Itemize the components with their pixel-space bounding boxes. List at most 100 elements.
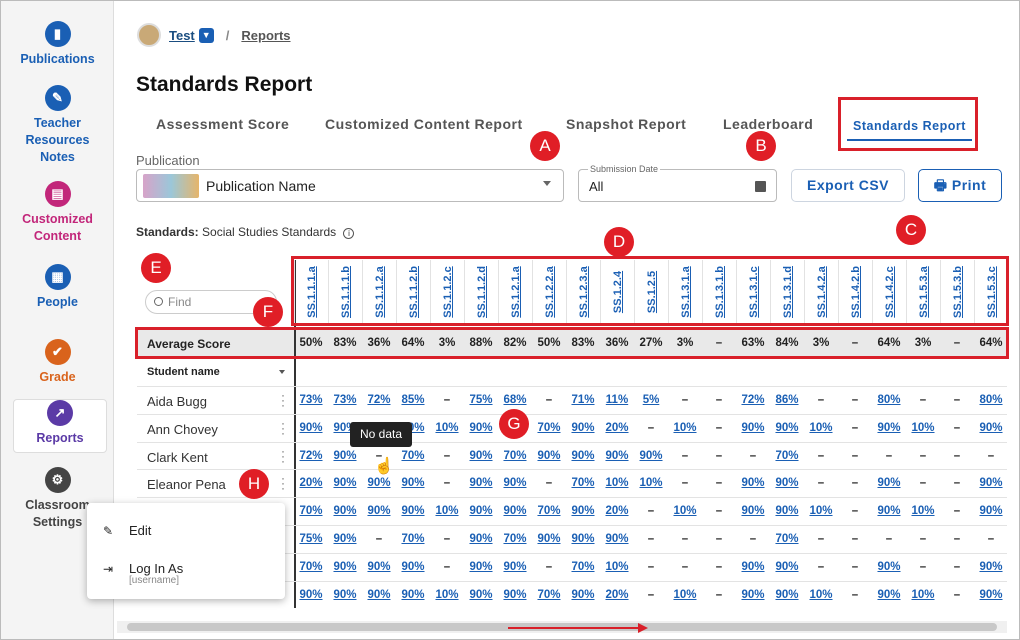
score-link[interactable]: 90% bbox=[537, 449, 561, 462]
score-link[interactable]: 90% bbox=[571, 421, 595, 434]
sidebar-item-customized[interactable]: ▤ Customized Content bbox=[1, 181, 114, 245]
score-link[interactable]: 70% bbox=[503, 533, 527, 545]
score-link[interactable]: 90% bbox=[775, 505, 799, 518]
score-link[interactable]: 10% bbox=[673, 505, 697, 518]
score-link[interactable]: 90% bbox=[775, 588, 799, 601]
score-link[interactable]: 90% bbox=[741, 560, 765, 573]
score-link[interactable]: 90% bbox=[503, 477, 527, 490]
score-link[interactable]: 70% bbox=[537, 588, 561, 601]
score-link[interactable]: 90% bbox=[979, 477, 1003, 490]
score-link[interactable]: 80% bbox=[979, 394, 1003, 406]
sidebar-item-grade[interactable]: ✔ Grade bbox=[1, 339, 114, 386]
score-link[interactable]: 90% bbox=[877, 588, 901, 601]
score-link[interactable]: 10% bbox=[911, 421, 935, 434]
score-link[interactable]: 90% bbox=[333, 449, 357, 462]
avatar[interactable] bbox=[137, 23, 161, 47]
score-link[interactable]: 90% bbox=[401, 477, 425, 490]
kebab-menu-icon[interactable]: · · · bbox=[281, 415, 285, 440]
score-link[interactable]: 90% bbox=[367, 560, 391, 573]
score-link[interactable]: 90% bbox=[571, 449, 595, 462]
score-link[interactable]: 70% bbox=[571, 477, 595, 490]
kebab-menu-icon[interactable]: · · · bbox=[281, 388, 285, 412]
score-link[interactable]: 71% bbox=[571, 394, 595, 406]
standard-column-header[interactable]: SS.1.1.1.a bbox=[294, 260, 328, 326]
score-link[interactable]: 10% bbox=[639, 477, 663, 490]
score-link[interactable]: 90% bbox=[979, 505, 1003, 518]
score-link[interactable]: 10% bbox=[911, 588, 935, 601]
score-link[interactable]: 90% bbox=[775, 421, 799, 434]
submission-date-field[interactable]: Submission Date All bbox=[578, 164, 777, 202]
sidebar-item-teacher[interactable]: ✎ Teacher Resources Notes bbox=[1, 85, 114, 166]
score-link[interactable]: 70% bbox=[503, 449, 527, 462]
kebab-menu-icon[interactable]: · · · bbox=[281, 471, 285, 496]
score-link[interactable]: 80% bbox=[877, 394, 901, 406]
score-link[interactable]: 70% bbox=[299, 560, 323, 573]
score-link[interactable]: 90% bbox=[299, 421, 323, 434]
score-link[interactable]: 90% bbox=[877, 560, 901, 573]
score-link[interactable]: 70% bbox=[571, 560, 595, 573]
standard-column-header[interactable]: SS.1.5.3.b bbox=[940, 260, 974, 326]
tab-leaderboard[interactable]: Leaderboard bbox=[723, 116, 814, 132]
score-link[interactable]: 90% bbox=[469, 533, 493, 545]
score-link[interactable]: 86% bbox=[775, 394, 799, 406]
score-link[interactable]: 72% bbox=[367, 394, 391, 406]
score-link[interactable]: 70% bbox=[299, 505, 323, 518]
sidebar-item-people[interactable]: ▦ People bbox=[1, 264, 114, 311]
score-link[interactable]: 20% bbox=[605, 421, 629, 434]
sidebar-item-classroom[interactable]: ⚙ Classroom Settings bbox=[1, 467, 114, 531]
score-link[interactable]: 90% bbox=[741, 588, 765, 601]
score-link[interactable]: 10% bbox=[673, 588, 697, 601]
score-link[interactable]: 90% bbox=[503, 560, 527, 573]
export-csv-button[interactable]: Export CSV bbox=[791, 169, 905, 202]
score-link[interactable]: 10% bbox=[605, 560, 629, 573]
score-link[interactable]: 90% bbox=[979, 421, 1003, 434]
standard-column-header[interactable]: SS.1.1.2.d bbox=[464, 260, 498, 326]
score-link[interactable]: 70% bbox=[537, 421, 561, 434]
sidebar-item-publications[interactable]: ▮ Publications bbox=[1, 21, 114, 68]
kebab-menu-icon[interactable]: · · · bbox=[281, 443, 285, 468]
score-link[interactable]: 75% bbox=[299, 533, 323, 545]
score-link[interactable]: 70% bbox=[775, 449, 799, 462]
score-link[interactable]: 10% bbox=[605, 477, 629, 490]
standard-column-header[interactable]: SS.1.3.1.a bbox=[668, 260, 702, 326]
score-link[interactable]: 90% bbox=[877, 421, 901, 434]
score-link[interactable]: 5% bbox=[642, 394, 660, 406]
standard-column-header[interactable]: SS.1.1.2.b bbox=[396, 260, 430, 326]
score-link[interactable]: 72% bbox=[299, 449, 323, 462]
score-link[interactable]: 20% bbox=[605, 588, 629, 601]
score-link[interactable]: 90% bbox=[469, 449, 493, 462]
score-link[interactable]: 90% bbox=[537, 533, 561, 545]
score-link[interactable]: 90% bbox=[469, 588, 493, 601]
breadcrumb-classroom-link[interactable]: Test bbox=[169, 27, 195, 43]
score-link[interactable]: 90% bbox=[741, 477, 765, 490]
score-link[interactable]: 90% bbox=[469, 477, 493, 490]
score-link[interactable]: 90% bbox=[469, 421, 493, 434]
publication-select[interactable]: Publication Name bbox=[136, 169, 564, 202]
score-link[interactable]: 90% bbox=[469, 505, 493, 518]
score-link[interactable]: 90% bbox=[333, 505, 357, 518]
standard-column-header[interactable]: SS.1.5.3.a bbox=[906, 260, 940, 326]
standard-column-header[interactable]: SS.1.2.1.a bbox=[498, 260, 532, 326]
standard-column-header[interactable]: SS.1.4.2.a bbox=[804, 260, 838, 326]
tab-snapshot-report[interactable]: Snapshot Report bbox=[566, 116, 687, 132]
score-link[interactable]: 90% bbox=[401, 505, 425, 518]
score-link[interactable]: 90% bbox=[367, 477, 391, 490]
score-link[interactable]: 90% bbox=[503, 505, 527, 518]
score-link[interactable]: 10% bbox=[911, 505, 935, 518]
standard-column-header[interactable]: SS.1.1.2.a bbox=[362, 260, 396, 326]
standard-column-header[interactable]: SS.1.4.2.b bbox=[838, 260, 872, 326]
score-link[interactable]: 70% bbox=[537, 505, 561, 518]
score-link[interactable]: 10% bbox=[673, 421, 697, 434]
standard-column-header[interactable]: SS.1.3.1.c bbox=[736, 260, 770, 326]
score-link[interactable]: 90% bbox=[741, 421, 765, 434]
score-link[interactable]: 90% bbox=[775, 560, 799, 573]
breadcrumb-current[interactable]: Reports bbox=[241, 27, 291, 43]
score-link[interactable]: 73% bbox=[333, 394, 357, 406]
score-link[interactable]: 90% bbox=[401, 588, 425, 601]
standard-column-header[interactable]: SS.1.2.5 bbox=[634, 260, 668, 326]
score-link[interactable]: 10% bbox=[809, 421, 833, 434]
score-link[interactable]: 90% bbox=[979, 588, 1003, 601]
score-link[interactable]: 68% bbox=[503, 394, 527, 406]
score-link[interactable]: 10% bbox=[435, 505, 459, 518]
sidebar-item-reports[interactable]: ↗ Reports bbox=[13, 399, 107, 453]
